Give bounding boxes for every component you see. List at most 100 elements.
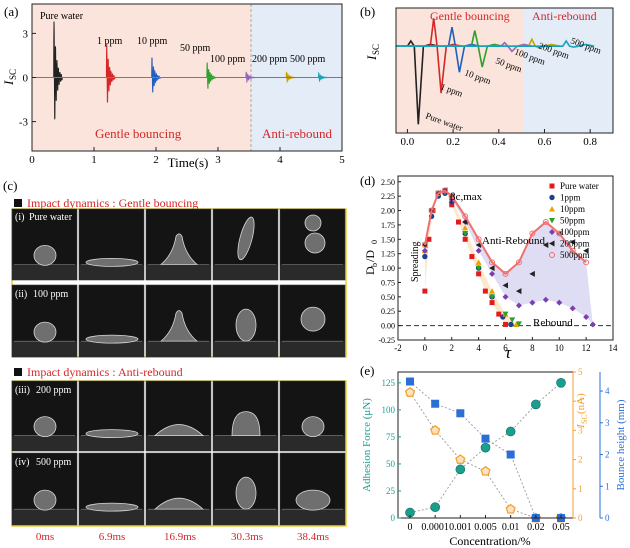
b-xtick-label: 0.6 xyxy=(538,136,552,148)
a-xtick-label: 3 xyxy=(215,154,221,166)
d-point-500ppm xyxy=(475,236,482,243)
panel-e: (e) 0 0.0001 0.001 0.005 0.01 0.02 0.05 025507… xyxy=(360,363,627,548)
section-marker-gentle xyxy=(14,199,22,207)
droplet-shape xyxy=(33,244,57,266)
d-point-50ppm xyxy=(462,231,469,237)
row-name-500: 500 ppm xyxy=(36,457,72,468)
frame-ground xyxy=(146,509,211,525)
d-point-500ppm xyxy=(583,259,590,266)
e-point-isc xyxy=(505,503,516,514)
isc-axis-label-unit: (nA) xyxy=(575,393,587,414)
panel-e-y2ticks: 0 1 2 3 4 5 xyxy=(573,367,583,523)
droplet-shape xyxy=(33,416,57,438)
frame-ground xyxy=(79,341,144,357)
d-point-200ppm xyxy=(542,242,549,249)
panel-d-ylabel-b: b xyxy=(370,263,379,267)
rebound-annotation: Rebound xyxy=(533,317,573,329)
d-xtick-label: 14 xyxy=(609,343,619,353)
gentle-bouncing-label: Gentle bouncing xyxy=(95,126,182,141)
d-point-pure-water xyxy=(469,254,475,260)
b-xtick-label: 0.4 xyxy=(492,136,506,148)
panel-b-series xyxy=(396,18,595,125)
d-ytick-label: 0.00 xyxy=(381,322,395,331)
d-point-500ppm xyxy=(569,247,576,254)
d-point-pure-water xyxy=(489,300,495,306)
e-point-isc xyxy=(455,454,466,464)
frame-ground xyxy=(12,264,77,280)
d-point-10ppm xyxy=(475,259,482,265)
droplet-shape xyxy=(235,476,257,510)
e-point-bounce xyxy=(456,409,465,418)
peak-label-50ppm: 50 ppm xyxy=(180,43,211,54)
panel-a-xticks: 0 1 2 3 4 5 xyxy=(29,147,345,166)
e-point-adhesion xyxy=(430,502,440,512)
b-gentle-label: Gentle bouncing xyxy=(430,9,510,23)
d-ytick-label: 1.25 xyxy=(381,250,395,259)
panel-b-ylabel: I SC xyxy=(364,44,381,61)
panel-d-ylabel-div: /D xyxy=(363,250,377,262)
e-y1tick-label: 50 xyxy=(386,459,396,469)
legend-marker-50ppm xyxy=(549,218,555,224)
droplet-shape xyxy=(85,334,139,344)
d-xtick-label: 6 xyxy=(503,343,508,353)
e-y3tick-label: 0 xyxy=(605,513,610,523)
a-ytick-label: 0 xyxy=(23,73,29,85)
d-point-100ppm xyxy=(502,293,509,300)
spreading-annotation: Spreading xyxy=(410,241,421,282)
d-point-500ppm xyxy=(421,242,428,249)
panel-c: (c) Impact dynamics : Gentle bouncing Im… xyxy=(3,178,347,543)
d-point-500ppm xyxy=(542,219,549,226)
panel-a: (a) Gentle bouncing Anti-rebound Pure wa… xyxy=(1,3,345,170)
legend-marker-100ppm xyxy=(549,229,555,235)
a-xtick-label: 1 xyxy=(91,154,97,166)
droplet-shape xyxy=(153,497,205,510)
row-tag-iv: (iv) xyxy=(15,457,29,468)
frame-ground xyxy=(213,509,278,525)
frame-ground xyxy=(79,264,144,280)
d-point-500ppm xyxy=(556,230,563,237)
b-xtick-label: 0.2 xyxy=(446,136,460,148)
droplet-shape xyxy=(304,232,326,254)
d-point-500ppm xyxy=(428,207,435,214)
e-point-isc xyxy=(430,424,441,435)
b-trace-500-ppm xyxy=(396,39,595,48)
a-xtick-label: 5 xyxy=(339,154,345,166)
e-y3tick-label: 1 xyxy=(605,481,610,491)
e-point-isc xyxy=(404,386,416,397)
panel-a-ylabel-sub: SC xyxy=(8,69,18,80)
droplet-shape xyxy=(231,411,261,436)
legend-marker-pure-water xyxy=(549,183,555,189)
d-xtick-label: 8 xyxy=(530,343,535,353)
b-xtick-label: 0.8 xyxy=(583,136,597,148)
d-point-200ppm xyxy=(489,265,495,272)
time-label-2: 16.9ms xyxy=(164,531,196,543)
anti-rebound-annotation: Anti-Rebound xyxy=(482,235,545,247)
row-tag-iii: (iii) xyxy=(15,385,30,396)
d-point-100ppm xyxy=(421,247,428,254)
e-y2tick-label: 5 xyxy=(578,367,583,377)
droplet-shape xyxy=(85,429,139,439)
e-xtick-label: 0.02 xyxy=(527,522,545,533)
e-xtick-label: 0.001 xyxy=(449,522,472,533)
droplet-shape xyxy=(300,306,326,332)
b-xtick-label: 0.0 xyxy=(401,136,415,148)
adhesion-force-label: Adhesion Force (μN) xyxy=(361,398,373,492)
panel-a-series xyxy=(32,21,342,120)
e-y2tick-label: 0 xyxy=(578,513,583,523)
time-label-1: 6.9ms xyxy=(99,531,126,543)
droplet-shape xyxy=(33,321,57,343)
d-ytick-label: 1.75 xyxy=(381,221,395,230)
panel-d-xlabel: τ xyxy=(505,343,512,362)
panel-b-frame xyxy=(395,7,614,134)
d-point-500ppm xyxy=(462,213,469,220)
e-point-adhesion xyxy=(505,426,516,437)
panel-d-ylabel: D b /D 0 xyxy=(363,240,379,275)
d-point-pure-water xyxy=(462,236,468,242)
panel-d-yticks: -0.25 0.00 0.25 0.50 0.75 1.00 1.25 1.50 1.75 2.0… xyxy=(378,178,401,345)
e-y3tick-label: 4 xyxy=(605,386,610,396)
panel-d: (d) -2 0 2 4 6 8 10 12 14 -0.25 0.00 0.25 0.50 0.75 1… xyxy=(360,173,618,362)
d-point-500ppm xyxy=(502,270,509,277)
d-point-pure-water xyxy=(482,288,488,294)
e-y1tick-label: 75 xyxy=(386,432,396,442)
